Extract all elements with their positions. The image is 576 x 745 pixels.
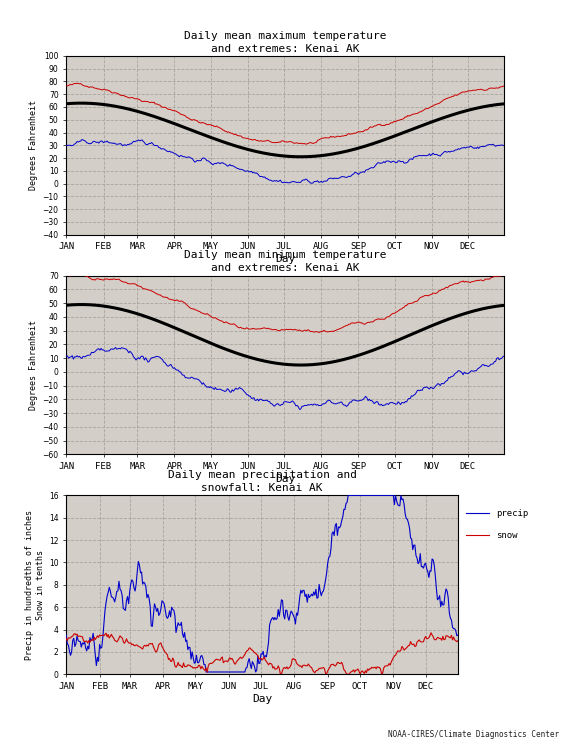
snow — [438, 635, 445, 644]
precip — [203, 668, 210, 676]
snow — [277, 670, 284, 679]
snow — [427, 628, 434, 637]
snow — [221, 657, 228, 666]
Y-axis label: Degrees Fahrenheit: Degrees Fahrenheit — [29, 101, 39, 190]
Line: precip: precip — [66, 495, 458, 672]
snow — [170, 656, 177, 665]
precip — [63, 630, 70, 639]
precip — [146, 594, 153, 603]
Y-axis label: Precip in hundredths of inches
Snow in tenths: Precip in hundredths of inches Snow in t… — [25, 510, 45, 660]
Line: snow: snow — [66, 633, 458, 674]
Text: NOAA-CIRES/Climate Diagnostics Center: NOAA-CIRES/Climate Diagnostics Center — [388, 730, 559, 739]
precip — [454, 630, 461, 639]
snow — [146, 639, 153, 648]
precip — [220, 668, 227, 676]
snow — [63, 634, 70, 643]
precip — [438, 597, 445, 606]
precip — [344, 491, 351, 500]
X-axis label: Day: Day — [275, 474, 295, 484]
Title: Daily mean minimum temperature
and extremes: Kenai AK: Daily mean minimum temperature and extre… — [184, 250, 386, 273]
Title: Daily mean precipitation and
snowfall: Kenai AK: Daily mean precipitation and snowfall: K… — [168, 470, 357, 493]
Title: Daily mean maximum temperature
and extremes: Kenai AK: Daily mean maximum temperature and extre… — [184, 31, 386, 54]
X-axis label: Day: Day — [275, 254, 295, 264]
precip — [170, 606, 177, 615]
snow — [400, 644, 407, 653]
Y-axis label: Degrees Fahrenheit: Degrees Fahrenheit — [29, 320, 39, 410]
X-axis label: Day: Day — [252, 694, 272, 703]
Legend: precip, snow: precip, snow — [467, 509, 528, 540]
snow — [454, 636, 461, 645]
precip — [222, 668, 229, 676]
precip — [401, 500, 408, 509]
snow — [219, 653, 226, 662]
